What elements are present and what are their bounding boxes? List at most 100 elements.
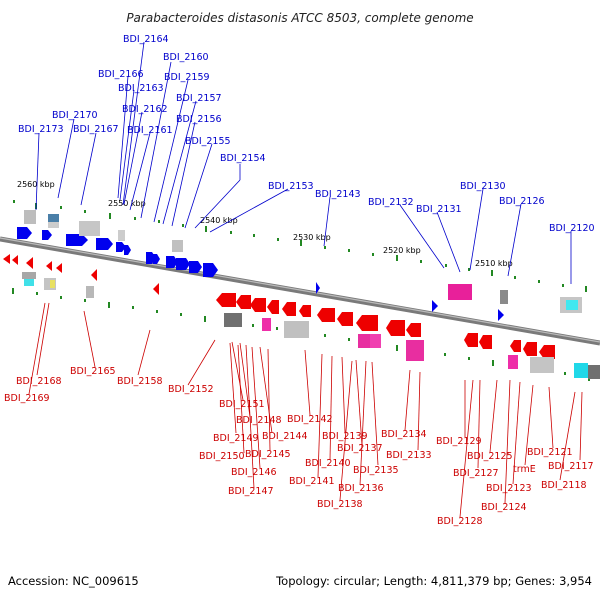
gene-arrow — [386, 320, 405, 336]
gene-label: BDI_2120 — [549, 223, 595, 234]
gene-arrow — [510, 340, 521, 352]
gene-arrow — [432, 300, 438, 312]
genome-backbone-highlight — [0, 237, 600, 343]
gene-label: BDI_2151 — [219, 399, 265, 410]
gene-arrow — [46, 261, 52, 271]
gene-label: BDI_2161 — [127, 125, 173, 136]
gene-label: BDI_2137 — [337, 443, 383, 454]
gene-arrow — [3, 254, 10, 264]
forward-genes — [17, 227, 504, 321]
gene-arrow — [337, 312, 353, 326]
gene-arrow — [406, 323, 421, 337]
gene-arrow — [56, 263, 62, 273]
gene-arrow — [267, 300, 279, 314]
feature-boxes — [22, 210, 600, 379]
scale-label: 2520 kbp — [383, 246, 421, 255]
gene-arrow — [176, 258, 190, 270]
gene-label: BDI_2121 — [527, 447, 573, 458]
gene-label: BDI_2158 — [117, 376, 163, 387]
gene-label: BDI_2168 — [16, 376, 62, 387]
gene-label: BDI_2146 — [231, 467, 277, 478]
gene-label: BDI_2144 — [262, 431, 308, 442]
gene-label: BDI_2135 — [353, 465, 399, 476]
gene-label: BDI_2147 — [228, 486, 274, 497]
gene-label: BDI_2165 — [70, 366, 116, 377]
gene-arrow — [42, 230, 52, 240]
gene-label: BDI_2155 — [185, 136, 231, 147]
gene-arrow — [236, 295, 251, 309]
gene-label: BDI_2141 — [289, 476, 335, 487]
gene-label: BDI_2160 — [163, 52, 209, 63]
gene-label: BDI_2167 — [73, 124, 119, 135]
gene-label: BDI_2123 — [486, 483, 532, 494]
gene-label: BDI_2130 — [460, 181, 506, 192]
bottom-gene-labels: BDI_2168 BDI_2169 BDI_2165 BDI_2158 BDI_… — [4, 366, 594, 527]
bottom-leader-lines — [28, 302, 583, 518]
gene-arrow — [523, 342, 537, 356]
gene-arrow — [96, 238, 113, 250]
gene-label: BDI_2138 — [317, 499, 363, 510]
gene-label: BDI_2128 — [437, 516, 483, 527]
scale-label: 2530 kbp — [293, 233, 331, 242]
gene-label: BDI_2173 — [18, 124, 64, 135]
gene-label: BDI_2142 — [287, 414, 333, 425]
gene-label: BDI_2150 — [199, 451, 245, 462]
gene-label: BDI_2133 — [386, 450, 432, 461]
gene-label: BDI_2163 — [118, 83, 164, 94]
gene-label: BDI_2143 — [315, 189, 361, 200]
gene-arrow — [124, 245, 131, 255]
gene-label: BDI_2125 — [467, 451, 513, 462]
gene-label: BDI_2154 — [220, 153, 266, 164]
gene-label: BDI_2159 — [164, 72, 210, 83]
gene-label: BDI_2139 — [322, 431, 368, 442]
scale-label: 2550 kbp — [108, 199, 146, 208]
gene-label: BDI_2156 — [176, 114, 222, 125]
gene-arrow — [250, 298, 266, 312]
gene-arrow — [116, 242, 126, 252]
accession-label: Accession: NC_009615 — [8, 574, 139, 588]
gene-label: BDI_2129 — [436, 436, 482, 447]
gene-arrow — [464, 333, 478, 347]
gene-arrow — [66, 234, 88, 246]
gene-label: BDI_2134 — [381, 429, 427, 440]
gene-label: BDI_2152 — [168, 384, 214, 395]
gene-label: BDI_2164 — [123, 34, 169, 45]
gene-label: BDI_2126 — [499, 196, 545, 207]
gene-arrow — [17, 227, 32, 239]
gene-label: BDI_2169 — [4, 393, 50, 404]
gene-label: BDI_2124 — [481, 502, 527, 513]
gene-label: BDI_2153 — [268, 181, 314, 192]
gene-label: BDI_2166 — [98, 69, 144, 80]
gene-arrow — [282, 302, 296, 316]
gene-arrow — [189, 261, 202, 273]
gene-label: BDI_2157 — [176, 93, 222, 104]
gene-label: BDI_2132 — [368, 197, 414, 208]
scale-label: 2510 kbp — [475, 259, 513, 268]
gene-label: BDI_2118 — [541, 480, 587, 491]
reverse-genes — [3, 254, 555, 359]
gene-label: BDI_2148 — [236, 415, 282, 426]
genome-summary: Topology: circular; Length: 4,811,379 bp… — [276, 574, 592, 588]
gene-label: BDI_2170 — [52, 110, 98, 121]
scale-label: 2540 kbp — [200, 216, 238, 225]
gene-arrow — [498, 309, 504, 321]
scale-label: 2560 kbp — [17, 180, 55, 189]
gene-arrow — [216, 293, 236, 307]
gene-label: BDI_2140 — [305, 458, 351, 469]
gene-label: BDI_2131 — [416, 204, 462, 215]
gene-arrow — [479, 335, 492, 349]
gene-arrow — [316, 282, 320, 294]
map-title: Parabacteroides distasonis ATCC 8503, co… — [126, 11, 473, 25]
gene-arrow — [12, 255, 18, 265]
gene-arrow — [153, 254, 160, 264]
gene-label: trmE — [513, 464, 536, 475]
gene-arrow — [26, 257, 33, 269]
gene-arrow — [539, 345, 555, 359]
gene-arrow — [91, 269, 97, 281]
gene-arrow — [166, 256, 178, 268]
gene-label: BDI_2136 — [338, 483, 384, 494]
gene-arrow — [153, 283, 159, 295]
gene-arrow — [317, 308, 335, 322]
gene-label: BDI_2149 — [213, 433, 259, 444]
